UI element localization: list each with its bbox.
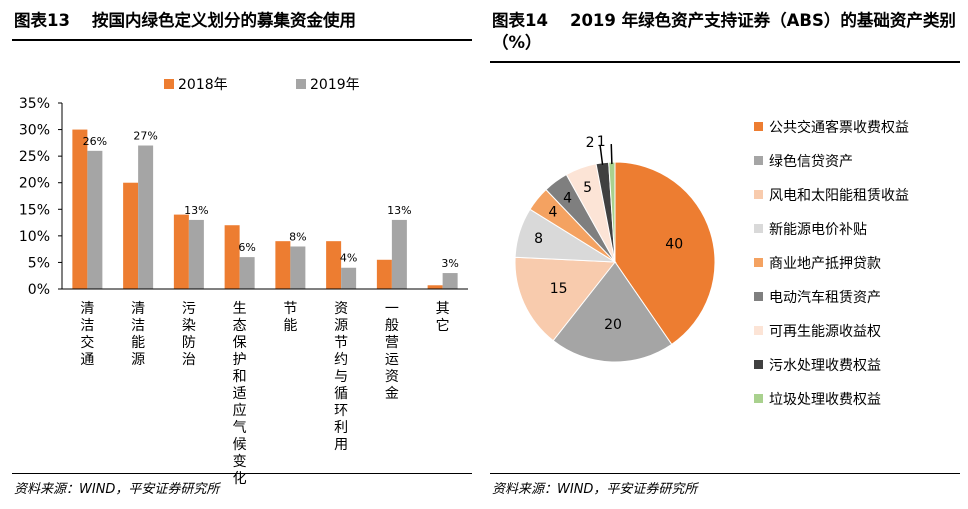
legend-label: 风电和太阳能租赁收益 <box>769 188 909 204</box>
legend-swatch <box>754 156 763 165</box>
legend-label: 垃圾处理收费权益 <box>769 392 881 408</box>
bar-2018 <box>224 225 240 289</box>
bar-2019 <box>138 145 154 289</box>
right-title-rule <box>490 61 960 63</box>
legend-label: 绿色信贷资产 <box>769 153 853 170</box>
left-panel: 图表13 按国内绿色定义划分的募集资金使用 0% 5% 10% 15% 20% 25% 30%… <box>0 0 478 509</box>
bar-2019 <box>239 257 255 289</box>
data-label: 3% <box>441 257 458 270</box>
right-figure-title: 图表14 2019 年绿色资产支持证券（ABS）的基础资产类别（%） <box>492 10 958 54</box>
left-figure-title: 图表13 按国内绿色定义划分的募集资金使用 <box>14 10 468 32</box>
y-tick-label: 10% <box>19 229 50 245</box>
data-label: 6% <box>238 241 255 254</box>
category-label: 一般营运资金 <box>385 301 399 402</box>
leader-line <box>610 144 613 165</box>
legend-swatch <box>754 326 763 335</box>
slice-value-label: 5 <box>583 180 592 196</box>
slice-value-label: 4 <box>548 205 557 221</box>
pie-slice <box>614 161 716 346</box>
bar-chart: 0% 5% 10% 15% 20% 25% 30% 35% 26% 清洁交通 27% 清洁能源 13% 污… <box>19 77 468 487</box>
legend-label: 可再生能源收益权 <box>769 324 881 340</box>
bar-2019 <box>442 273 458 289</box>
data-label: 4% <box>340 252 357 265</box>
left-title-rule <box>12 39 472 41</box>
right-panel: 图表14 2019 年绿色资产支持证券（ABS）的基础资产类别（%） 40 20 15… <box>488 0 968 509</box>
data-label: 27% <box>133 130 157 143</box>
y-tick-label: 25% <box>19 149 50 165</box>
legend-label: 新能源电价补贴 <box>769 222 867 238</box>
bar-2019 <box>87 150 103 289</box>
slice-value-label: 8 <box>534 231 543 247</box>
data-label: 8% <box>289 230 306 243</box>
legend-label: 污水处理收费权益 <box>769 358 881 374</box>
legend-swatch <box>754 292 763 301</box>
legend-swatch <box>754 258 763 267</box>
bar-2018 <box>72 129 88 289</box>
right-source-rule <box>490 473 960 474</box>
category-label: 节能 <box>283 301 297 334</box>
slice-value-label: 1 <box>597 134 606 150</box>
bar-2018 <box>427 285 443 289</box>
y-tick-label: 20% <box>19 176 50 192</box>
legend-swatch <box>164 79 174 89</box>
slice-value-label: 20 <box>604 317 622 333</box>
left-figure-number: 图表13 <box>14 11 70 30</box>
legend-swatch <box>754 394 763 403</box>
data-label: 13% <box>184 204 208 217</box>
slice-value-label: 2 <box>586 135 595 151</box>
left-source: 资料来源：WIND，平安证券研究所 <box>14 482 220 497</box>
y-tick-label: 35% <box>19 96 50 112</box>
y-tick-label: 30% <box>19 123 50 139</box>
data-label: 13% <box>387 204 411 217</box>
bar-2018 <box>275 241 291 289</box>
pie-slice <box>514 256 616 342</box>
legend-label: 2018年 <box>178 77 228 93</box>
legend-label: 公共交通客票收费权益 <box>769 119 909 136</box>
leader-line <box>599 144 604 165</box>
y-tick-label: 0% <box>28 282 50 298</box>
data-label: 26% <box>83 135 107 148</box>
category-label: 清洁能源 <box>131 301 145 368</box>
bar-2018 <box>173 214 189 289</box>
category-label: 资源节约与循环利用 <box>334 301 348 453</box>
right-figure-caption: 2019 年绿色资产支持证券（ABS）的基础资产类别（%） <box>492 11 956 52</box>
bar-2018 <box>376 259 392 289</box>
y-tick-label: 5% <box>28 255 50 271</box>
slice-value-label: 40 <box>665 237 683 253</box>
legend-label: 电动汽车租赁资产 <box>769 289 881 306</box>
category-label: 生态保护和适应气候变化 <box>233 301 247 487</box>
pie-slice <box>552 261 673 363</box>
legend-swatch <box>754 360 763 369</box>
category-label: 污染防治 <box>182 301 196 368</box>
bar-2018 <box>326 241 342 289</box>
bar-2019 <box>391 219 407 289</box>
bar-2019 <box>188 219 204 289</box>
legend-label: 商业地产抵押贷款 <box>769 256 881 272</box>
left-source-rule <box>12 473 472 474</box>
right-figure-number: 图表14 <box>492 11 548 30</box>
legend-swatch <box>296 79 306 89</box>
slice-value-label: 15 <box>550 281 568 297</box>
bar-2019 <box>290 246 306 289</box>
slice-value-label: 4 <box>563 191 572 207</box>
right-source: 资料来源：WIND，平安证券研究所 <box>492 482 698 497</box>
legend-label: 2019年 <box>310 77 360 93</box>
y-tick-label: 15% <box>19 202 50 218</box>
left-figure-caption: 按国内绿色定义划分的募集资金使用 <box>91 11 356 30</box>
legend-swatch <box>754 224 763 233</box>
legend-swatch <box>754 122 763 131</box>
legend-swatch <box>754 190 763 199</box>
category-label: 清洁交通 <box>80 301 94 368</box>
category-label: 其它 <box>436 301 450 334</box>
bar-2018 <box>123 182 139 289</box>
bar-2019 <box>341 267 357 289</box>
